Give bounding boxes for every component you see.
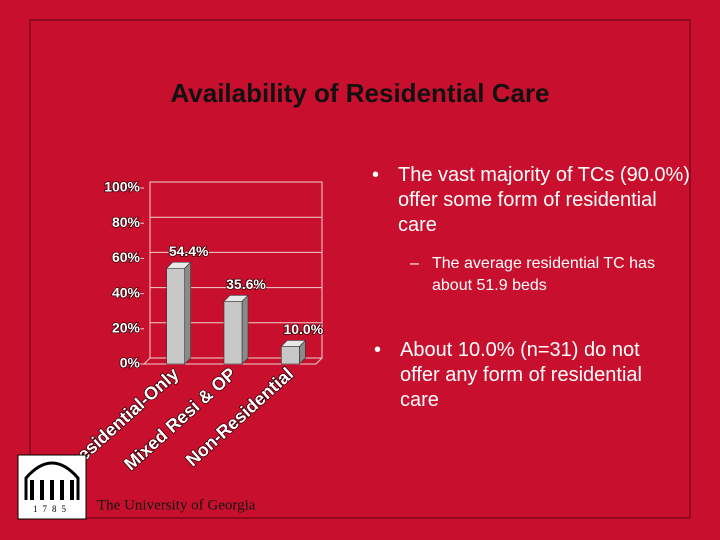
- logo-columns: [30, 480, 74, 500]
- bar: [223, 301, 243, 365]
- bar-side: [241, 294, 249, 365]
- y-tick-label: 20%: [112, 320, 141, 336]
- bullet-dot: •: [374, 339, 382, 361]
- logo-arch: [24, 461, 80, 500]
- sub-bullet: – The average residential TC has about 5…: [410, 253, 662, 297]
- y-tick-label: 0%: [120, 355, 141, 371]
- data-label: 35.6%: [226, 276, 266, 292]
- sub-bullet-text: The average residential TC has about 51.…: [432, 255, 655, 294]
- y-tick-label: 80%: [112, 214, 141, 230]
- y-tick-label: 40%: [112, 284, 141, 300]
- slide-frame: [29, 19, 691, 519]
- slide-title: Availability of Residential Care: [170, 78, 549, 108]
- bullet: • About 10.0% (n=31) do not offer any fo…: [374, 338, 660, 413]
- y-tick-label: 60%: [112, 249, 141, 265]
- bar: [166, 267, 185, 365]
- bullet-text: About 10.0% (n=31) do not offer any form…: [400, 339, 642, 411]
- chart: 0%20%40%60%80%100%54.4%Residential-Only3…: [63, 178, 325, 475]
- bar-side: [184, 261, 191, 365]
- footer: The University of Georgia: [97, 497, 256, 513]
- logo-year: 1785: [33, 504, 71, 514]
- bullet-dot: •: [372, 164, 380, 186]
- data-label: 54.4%: [169, 243, 209, 259]
- x-tick-label: Non-Residential: [182, 364, 297, 471]
- bar: [281, 346, 300, 365]
- y-tick-label: 100%: [104, 179, 140, 195]
- data-label: 10.0%: [283, 321, 323, 337]
- bullet: • The vast majority of TCs (90.0%) offer…: [372, 163, 698, 238]
- logo: 1785: [17, 454, 87, 520]
- bullet-text: The vast majority of TCs (90.0%) offer s…: [398, 164, 690, 236]
- sub-dash: –: [410, 255, 419, 272]
